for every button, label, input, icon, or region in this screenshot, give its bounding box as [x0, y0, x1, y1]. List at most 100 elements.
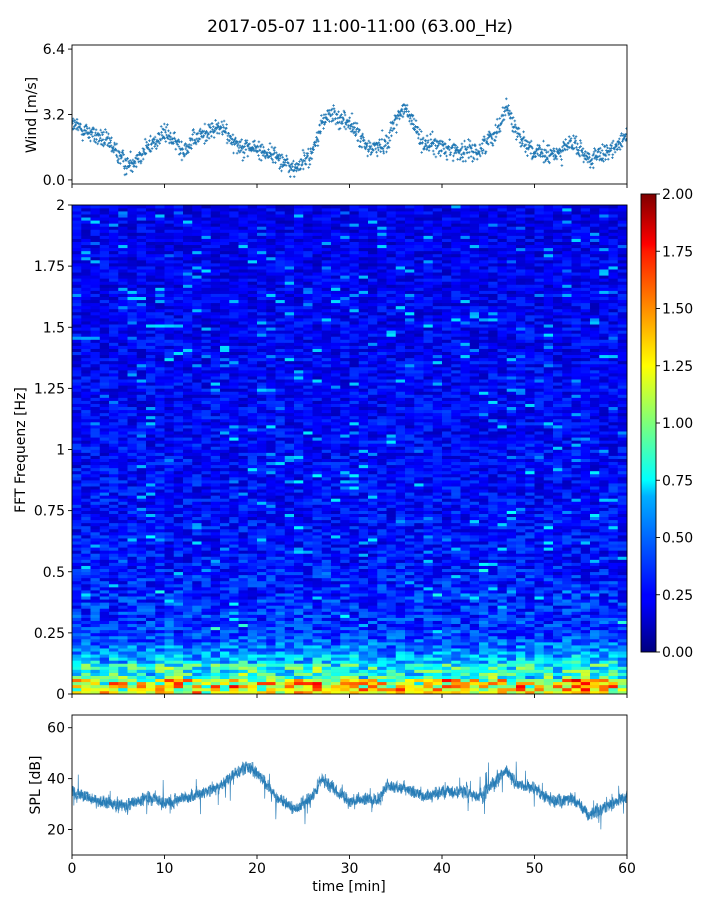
heatmap-cell	[340, 571, 350, 576]
heatmap-cell	[479, 528, 489, 533]
heatmap-cell	[580, 675, 591, 680]
heatmap-cell	[423, 544, 434, 548]
heatmap-cell	[303, 611, 313, 615]
heatmap-cell	[525, 483, 535, 487]
heatmap-cell	[155, 480, 165, 484]
heatmap-cell	[460, 464, 471, 469]
heatmap-cell	[331, 495, 341, 499]
heatmap-cell	[257, 449, 267, 453]
heatmap-cell	[414, 489, 424, 493]
heatmap-cell	[229, 495, 239, 499]
heatmap-cell	[331, 473, 341, 478]
heatmap-cell	[118, 635, 128, 640]
heatmap-cell	[164, 587, 175, 591]
heatmap-cell	[164, 605, 175, 609]
heatmap-cell	[173, 541, 184, 545]
heatmap-cell	[460, 666, 471, 670]
heatmap-cell	[414, 461, 424, 466]
heatmap-cell	[414, 678, 424, 683]
heatmap-cell	[192, 495, 202, 499]
heatmap-cell	[118, 446, 128, 450]
heatmap-cell	[155, 449, 165, 453]
heatmap-cell	[294, 684, 304, 689]
heatmap-cell	[534, 629, 545, 634]
heatmap-cell	[368, 516, 378, 521]
heatmap-cell	[469, 492, 480, 496]
heatmap-cell	[386, 501, 397, 505]
heatmap-cell	[432, 648, 443, 652]
heatmap-cell	[497, 489, 508, 493]
heatmap-cell	[395, 458, 406, 463]
heatmap-cell	[553, 522, 563, 527]
heatmap-cell	[340, 516, 350, 521]
heatmap-cell	[127, 568, 138, 573]
heatmap-cell	[90, 525, 101, 530]
heatmap-cell	[377, 605, 387, 609]
heatmap-cell	[497, 574, 508, 579]
heatmap-cell	[136, 486, 147, 490]
heatmap-cell	[405, 550, 415, 554]
heatmap-cell	[488, 669, 498, 673]
heatmap-cell	[516, 516, 526, 521]
heatmap-cell	[386, 470, 397, 475]
heatmap-cell	[275, 501, 286, 505]
heatmap-cell	[553, 623, 563, 628]
heatmap-cell	[284, 620, 295, 625]
heatmap-cell	[451, 565, 461, 569]
heatmap-cell	[340, 690, 350, 695]
heatmap-cell	[414, 553, 424, 557]
heatmap-cell	[81, 614, 91, 618]
heatmap-cell	[506, 617, 517, 621]
heatmap-cell	[90, 559, 101, 563]
heatmap-cell	[146, 596, 156, 600]
heatmap-cell	[469, 663, 480, 667]
heatmap-cell	[220, 470, 230, 475]
heatmap-cell	[90, 590, 101, 594]
heatmap-cell	[423, 501, 434, 505]
heatmap-cell	[340, 461, 350, 466]
heatmap-cell	[164, 535, 175, 539]
heatmap-cell	[164, 480, 175, 484]
heatmap-cell	[497, 571, 508, 576]
heatmap-cell	[506, 580, 517, 585]
heatmap-cell	[229, 684, 239, 689]
heatmap-cell	[617, 467, 628, 472]
heatmap-cell	[331, 648, 341, 652]
heatmap-cell	[423, 538, 434, 542]
spectrogram-heatmap	[72, 205, 628, 695]
heatmap-cell	[155, 571, 165, 576]
heatmap-cell	[284, 449, 295, 453]
heatmap-cell	[266, 681, 276, 686]
heatmap-cell	[247, 623, 258, 628]
heatmap-cell	[284, 455, 295, 459]
heatmap-cell	[303, 464, 313, 469]
heatmap-cell	[109, 660, 119, 664]
heatmap-cell	[395, 489, 406, 493]
heatmap-cell	[72, 684, 82, 689]
heatmap-cell	[127, 672, 138, 676]
heatmap-cell	[608, 541, 619, 545]
heatmap-cell	[81, 605, 91, 609]
heatmap-cell	[294, 565, 304, 569]
heatmap-cell	[81, 632, 91, 637]
heatmap-cell	[553, 449, 563, 453]
heatmap-cell	[534, 672, 545, 676]
heatmap-cell	[497, 651, 508, 655]
heatmap-cell	[155, 638, 165, 643]
heatmap-cell	[377, 470, 387, 475]
heatmap-cell	[377, 461, 387, 466]
heatmap-cell	[266, 565, 276, 569]
heatmap-cell	[284, 556, 295, 560]
heatmap-cell	[488, 525, 498, 530]
heatmap-cell	[183, 492, 193, 496]
heatmap-cell	[146, 480, 156, 484]
heatmap-cell	[497, 602, 508, 606]
heatmap-cell	[506, 635, 517, 640]
heatmap-cell	[553, 556, 563, 560]
heatmap-cell	[312, 525, 323, 530]
heatmap-cell	[72, 516, 82, 521]
heatmap-cell	[238, 559, 249, 563]
heatmap-cell	[451, 486, 461, 490]
heatmap-cell	[275, 574, 286, 579]
